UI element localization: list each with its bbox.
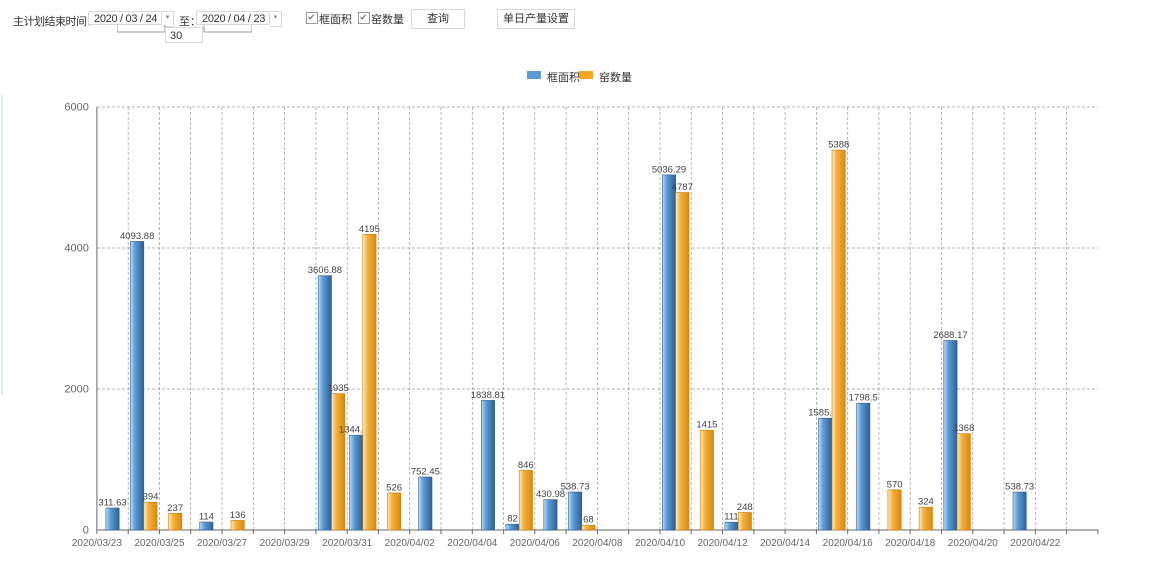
svg-text:2020/03/31: 2020/03/31 [322, 538, 372, 549]
svg-text:3606.88: 3606.88 [308, 265, 342, 276]
svg-text:526: 526 [386, 482, 402, 493]
svg-text:2020/04/08: 2020/04/08 [572, 538, 622, 549]
svg-text:2020/03/29: 2020/03/29 [260, 538, 310, 549]
svg-text:248: 248 [737, 502, 753, 513]
svg-text:2020/03/25: 2020/03/25 [134, 538, 184, 549]
svg-text:2020/04/20: 2020/04/20 [948, 538, 998, 549]
svg-text:5036.29: 5036.29 [652, 164, 686, 175]
svg-text:111: 111 [724, 512, 738, 523]
svg-text:2688.17: 2688.17 [933, 330, 967, 341]
svg-text:2020/04/10: 2020/04/10 [635, 538, 685, 549]
svg-text:6000: 6000 [64, 102, 88, 114]
svg-text:1415: 1415 [696, 420, 717, 431]
svg-text:2020/04/04: 2020/04/04 [447, 538, 497, 549]
svg-text:82: 82 [507, 514, 518, 525]
svg-text:2020/04/18: 2020/04/18 [885, 538, 935, 549]
svg-text:114: 114 [199, 512, 214, 523]
svg-text:4195: 4195 [359, 224, 380, 235]
svg-text:2020/04/02: 2020/04/02 [385, 538, 435, 549]
svg-text:752.45: 752.45 [411, 467, 440, 478]
svg-text:5388: 5388 [828, 140, 849, 151]
svg-text:2020/03/23: 2020/03/23 [72, 538, 122, 549]
svg-text:394: 394 [143, 492, 159, 503]
svg-text:311.63: 311.63 [98, 498, 126, 509]
svg-text:68: 68 [583, 515, 594, 526]
svg-text:2020/04/14: 2020/04/14 [760, 538, 810, 549]
svg-text:846: 846 [518, 460, 534, 471]
svg-text:1935: 1935 [328, 383, 349, 394]
svg-text:2020/03/27: 2020/03/27 [197, 538, 247, 549]
svg-text:538.73: 538.73 [1005, 482, 1034, 493]
svg-text:2020/04/16: 2020/04/16 [823, 538, 873, 549]
svg-text:324: 324 [918, 497, 934, 508]
svg-text:2020/04/22: 2020/04/22 [1010, 538, 1060, 549]
svg-text:538.73: 538.73 [561, 482, 590, 493]
svg-text:1838.81: 1838.81 [471, 390, 505, 401]
svg-text:4000: 4000 [64, 243, 88, 255]
svg-text:1798.5: 1798.5 [849, 393, 878, 404]
svg-text:237: 237 [167, 503, 183, 514]
svg-text:136: 136 [230, 510, 246, 521]
svg-text:4787: 4787 [672, 182, 693, 193]
svg-text:2000: 2000 [64, 384, 88, 396]
svg-text:2020/04/06: 2020/04/06 [510, 538, 560, 549]
svg-text:4093.88: 4093.88 [120, 231, 154, 242]
svg-text:570: 570 [887, 479, 903, 490]
svg-text:1368: 1368 [953, 423, 974, 434]
svg-text:0: 0 [83, 525, 89, 537]
svg-text:2020/04/12: 2020/04/12 [697, 538, 747, 549]
